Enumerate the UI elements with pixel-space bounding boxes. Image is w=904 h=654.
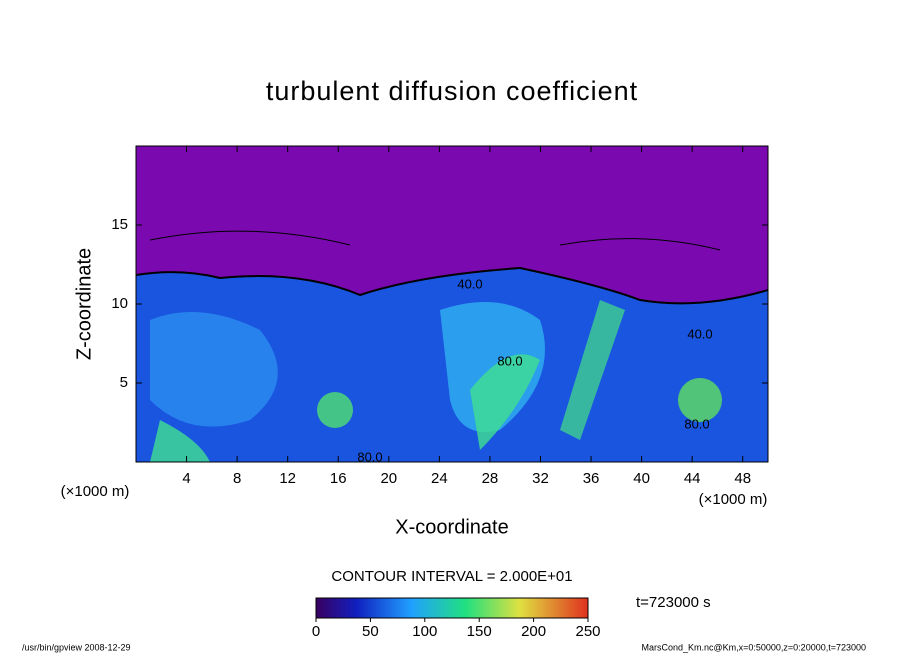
colorbar-tick-label: 150 [467,623,492,640]
field [136,146,768,462]
x-tick-label: 48 [734,470,751,487]
x-unit-left: (×1000 m) [61,483,130,500]
colorbar-tick-label: 250 [575,623,600,640]
x-tick-label: 44 [684,470,701,487]
x-tick-label: 12 [279,470,296,487]
colorbar-tick-label: 50 [362,623,379,640]
contour-label: 80.0 [497,353,522,368]
x-tick-label: 8 [233,470,241,487]
y-axis-label: Z-coordinate [73,248,95,360]
x-tick-label: 24 [431,470,448,487]
colorbar-tick-label: 0 [312,623,320,640]
time-label: t=723000 s [636,594,711,611]
y-tick-label: 15 [111,216,128,233]
x-tick-label: 16 [330,470,347,487]
x-axis-label: X-coordinate [395,516,508,538]
x-tick-label: 36 [583,470,600,487]
x-tick-label: 4 [182,470,190,487]
x-tick-label: 20 [380,470,397,487]
colorbar [315,597,589,619]
contour-label: 80.0 [357,449,382,464]
colorbar-tick-label: 100 [412,623,437,640]
footer-right: MarsCond_Km.nc@Km,x=0:50000,z=0:20000,t=… [641,642,866,652]
contour-label: 40.0 [457,276,482,291]
y-tick-label: 10 [111,295,128,312]
chart-title: turbulent diffusion coefficient [266,76,638,106]
contour-label: 40.0 [687,326,712,341]
footer-left: /usr/bin/gpview 2008-12-29 [22,642,131,652]
x-unit-right: (×1000 m) [699,491,768,508]
x-tick-label: 28 [482,470,499,487]
colorbar-tick-label: 200 [521,623,546,640]
contour-label: 80.0 [684,416,709,431]
x-tick-label: 40 [633,470,650,487]
x-tick-label: 32 [532,470,549,487]
y-tick-label: 5 [120,374,128,391]
contour-interval: CONTOUR INTERVAL = 2.000E+01 [331,568,572,585]
